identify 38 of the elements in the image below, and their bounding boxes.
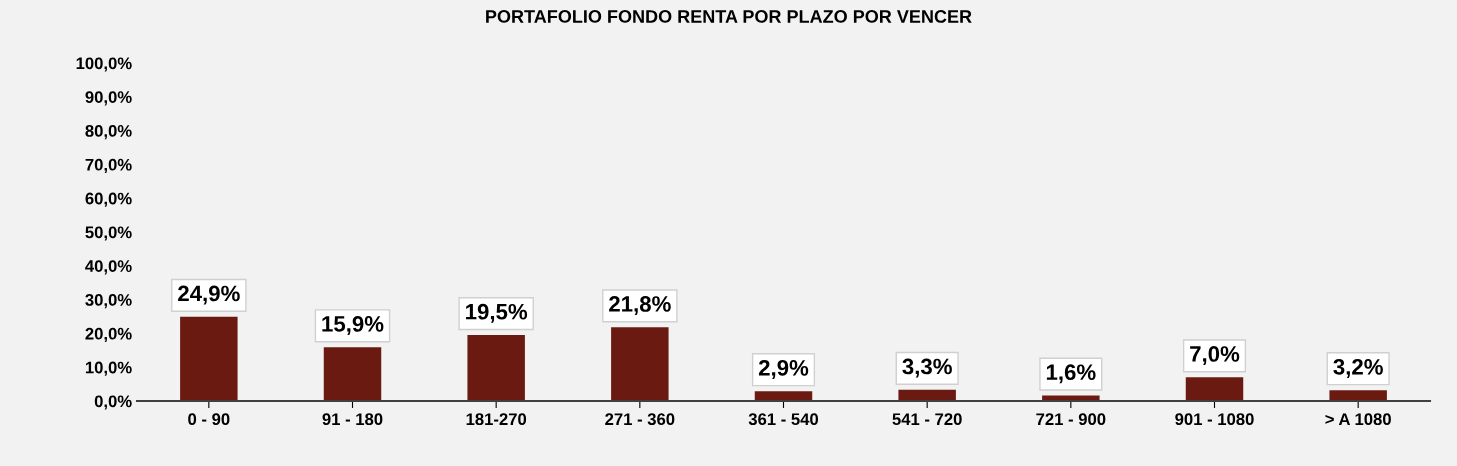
x-tick-label: 541 - 720 bbox=[892, 413, 962, 426]
bar bbox=[898, 389, 956, 401]
y-tick-label: 20,0% bbox=[85, 327, 132, 343]
x-tick-label: 361 - 540 bbox=[748, 413, 819, 426]
data-label: 3,3% bbox=[902, 358, 952, 378]
y-tick-label: 80,0% bbox=[85, 125, 132, 140]
x-tick-label: 181-270 bbox=[466, 413, 527, 426]
x-tick-label: > A 1080 bbox=[1325, 413, 1391, 426]
y-tick-label: 60,0% bbox=[85, 192, 132, 207]
y-tick-label: 100,0% bbox=[76, 57, 132, 72]
x-tick-label: 91 - 180 bbox=[322, 413, 383, 426]
data-label: 24,9% bbox=[178, 285, 240, 305]
y-tick-label: 70,0% bbox=[85, 158, 132, 174]
x-tick-label: 901 - 1080 bbox=[1175, 413, 1254, 426]
x-tick-label: 0 - 90 bbox=[188, 413, 230, 426]
data-label: 21,8% bbox=[609, 296, 671, 316]
bar bbox=[1329, 390, 1387, 401]
chart-title: PORTAFOLIO FONDO RENTA POR PLAZO POR VENCER bbox=[486, 10, 972, 23]
data-label: 15,9% bbox=[322, 316, 384, 335]
bar bbox=[611, 327, 669, 401]
y-tick-label: 10,0% bbox=[85, 361, 132, 376]
data-label: 2,9% bbox=[758, 359, 809, 379]
y-tick-label: 50,0% bbox=[85, 226, 132, 241]
bar bbox=[754, 391, 813, 401]
y-tick-label: 40,0% bbox=[85, 260, 132, 275]
x-tick-label: 721 - 900 bbox=[1036, 413, 1106, 426]
y-tick-label: 0,0% bbox=[94, 395, 132, 410]
data-label: 3,2% bbox=[1333, 358, 1383, 378]
y-tick-label: 30,0% bbox=[85, 294, 132, 309]
x-tick-label: 271 - 360 bbox=[605, 413, 675, 426]
bar bbox=[323, 347, 382, 401]
bar bbox=[180, 316, 238, 401]
y-tick-label: 90,0% bbox=[85, 91, 132, 106]
bar bbox=[467, 335, 525, 401]
data-label: 19,5% bbox=[466, 303, 528, 323]
data-label: 1,6% bbox=[1046, 364, 1096, 384]
data-label: 7,0% bbox=[1190, 346, 1240, 366]
bar bbox=[1185, 377, 1244, 401]
